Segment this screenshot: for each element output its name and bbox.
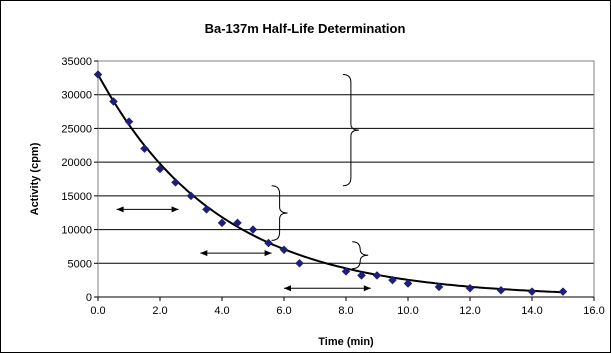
data-point <box>233 218 242 228</box>
data-point <box>109 97 118 106</box>
y-tick-label: 10000 <box>61 225 92 237</box>
arrow-head-left <box>284 285 291 292</box>
double-arrow <box>200 250 272 257</box>
data-point <box>140 144 149 154</box>
double-arrow <box>284 285 371 292</box>
data-point <box>527 287 537 296</box>
gridlines <box>98 60 594 298</box>
data-point <box>186 191 196 201</box>
data-point <box>248 225 258 234</box>
data-point <box>279 245 289 255</box>
curly-brace <box>352 241 369 270</box>
y-tick-label: 35000 <box>61 56 92 68</box>
x-tick-label: 4.0 <box>214 305 229 317</box>
arrow-head-right <box>171 206 179 213</box>
data-point <box>465 283 475 293</box>
data-point <box>217 218 227 228</box>
data-point <box>388 275 397 285</box>
data-point <box>434 282 444 292</box>
data-point <box>341 267 351 276</box>
x-tick-label: 2.0 <box>152 305 167 317</box>
annotations <box>116 73 371 292</box>
data-point <box>124 117 134 127</box>
y-tick-label: 0 <box>86 292 92 304</box>
arrow-head-left <box>200 250 208 257</box>
x-tick-label: 10.0 <box>397 305 418 317</box>
data-point <box>558 287 568 296</box>
data-point <box>496 285 506 295</box>
arrow-head-left <box>116 206 124 213</box>
curly-brace <box>271 185 288 241</box>
data-point <box>357 271 366 280</box>
y-tick-label: 20000 <box>61 157 92 169</box>
x-axis-label: Time (min) <box>318 336 374 348</box>
chart-title: Ba-137m Half-Life Determination <box>205 21 406 36</box>
data-points <box>93 70 568 296</box>
y-tick-label: 15000 <box>61 191 92 203</box>
arrow-head-right <box>264 250 272 257</box>
x-tick-label: 12.0 <box>459 305 480 317</box>
y-tick-label: 5000 <box>68 258 92 270</box>
y-tick-label: 25000 <box>61 123 92 135</box>
curly-brace <box>342 73 359 187</box>
data-point <box>171 178 180 187</box>
x-tick-label: 0.0 <box>90 305 105 317</box>
data-point <box>403 279 413 288</box>
data-point <box>155 164 165 174</box>
data-point <box>372 271 382 280</box>
y-axis-label: Activity (cpm) <box>29 142 41 215</box>
data-point <box>93 70 103 79</box>
x-tick-label: 14.0 <box>521 305 542 317</box>
y-axis-ticks: 0 5000 10000 15000 20000 25000 30000 35000 <box>61 56 98 304</box>
x-tick-label: 6.0 <box>276 305 291 317</box>
data-point <box>202 204 211 214</box>
x-axis-ticks: 0.0 2.0 4.0 6.0 8.0 10.0 12.0 14.0 16.0 <box>90 296 605 317</box>
data-point <box>295 258 304 268</box>
x-tick-label: 8.0 <box>338 305 353 317</box>
y-tick-label: 30000 <box>61 90 92 102</box>
x-tick-label: 16.0 <box>583 305 604 317</box>
data-point <box>264 238 273 248</box>
arrow-head-right <box>363 285 371 292</box>
double-arrow <box>116 206 179 213</box>
